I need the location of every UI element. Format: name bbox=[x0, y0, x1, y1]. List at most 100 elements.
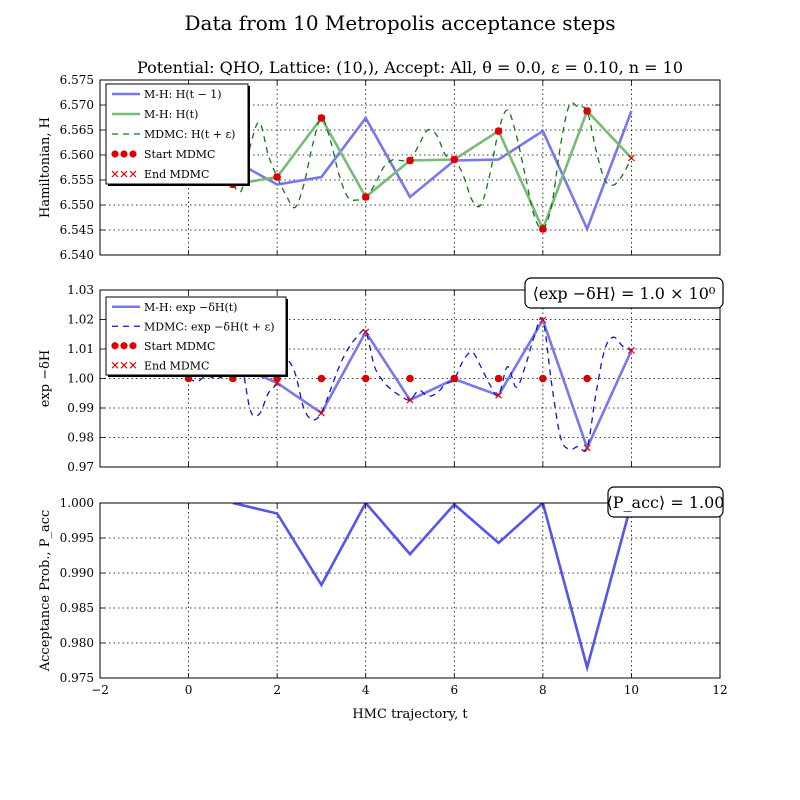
end-mdmc-marker bbox=[628, 347, 635, 354]
plot-area bbox=[232, 503, 633, 673]
series-m-h-exp-h-t- bbox=[232, 317, 633, 452]
y-tick-label: 0.99 bbox=[67, 401, 94, 415]
annotation-text: ⟨exp −δH⟩ = 1.0 × 10⁰ bbox=[533, 284, 716, 303]
end-mdmc-stroke bbox=[273, 173, 281, 181]
x-tick-label: 0 bbox=[185, 683, 193, 697]
legend-swatch bbox=[120, 170, 128, 178]
annotation-box bbox=[607, 486, 724, 518]
y-tick-label: 0.995 bbox=[60, 531, 94, 545]
end-mdmc-marker bbox=[628, 154, 635, 162]
end-mdmc-marker bbox=[273, 379, 281, 387]
end-mdmc-marker bbox=[539, 225, 547, 233]
y-tick-label: 6.570 bbox=[60, 98, 94, 112]
start-mdmc-marker bbox=[539, 374, 547, 383]
y-tick-label: 1.01 bbox=[67, 342, 94, 356]
legend-label: M-H: exp −δH(t) bbox=[144, 301, 237, 314]
series-m-h-h-t-1- bbox=[232, 110, 633, 233]
annotation-text: ⟨P_acc⟩ = 1.00 bbox=[607, 493, 725, 512]
stat-annotation: ⟨P_acc⟩ = 1.00 bbox=[607, 486, 725, 518]
axes-frame bbox=[99, 79, 721, 256]
legend-label: End MDMC bbox=[144, 359, 209, 372]
end-mdmc-marker bbox=[450, 156, 458, 163]
legend-swatch bbox=[111, 361, 119, 369]
legend-swatch bbox=[129, 361, 137, 369]
y-axis-label: Acceptance Prob., P_acc bbox=[38, 510, 53, 672]
end-mdmc-stroke bbox=[273, 379, 281, 387]
y-tick-label: 6.540 bbox=[60, 248, 94, 262]
legend-swatch bbox=[120, 342, 128, 350]
y-tick-label: 0.97 bbox=[67, 460, 94, 474]
y-tick-label: 6.565 bbox=[60, 123, 94, 137]
legend-swatch bbox=[129, 342, 137, 350]
x-tick-label: 4 bbox=[362, 683, 370, 697]
panel-exp-dh: 0.97 0.98 0.99 1.00 1.01 1.02 1.03 exp −δH M-H: … bbox=[38, 277, 724, 474]
x-tick-label: 2 bbox=[273, 683, 281, 697]
legend-label: M-H: H(t) bbox=[144, 108, 198, 121]
legend-swatch bbox=[111, 170, 119, 178]
end-mdmc-stroke bbox=[539, 316, 547, 324]
end-mdmc-stroke bbox=[406, 157, 414, 164]
x-tick-label: 10 bbox=[624, 683, 639, 697]
legend: M-H: H(t − 1) M-H: H(t) MDMC: H(t + ε) Star… bbox=[105, 83, 250, 186]
stat-annotation: ⟨exp −δH⟩ = 1.0 × 10⁰ bbox=[524, 277, 724, 309]
y-axis-label: Hamiltonian, H bbox=[38, 117, 53, 218]
y-tick-label: 1.02 bbox=[67, 313, 94, 327]
end-mdmc-stroke bbox=[583, 444, 591, 452]
end-mdmc-marker bbox=[362, 328, 370, 336]
end-mdmc-marker bbox=[362, 193, 370, 201]
x-tick-label: 8 bbox=[539, 683, 547, 697]
end-mdmc-marker bbox=[583, 107, 591, 115]
axes-frame bbox=[99, 502, 721, 679]
end-mdmc-stroke bbox=[318, 409, 325, 417]
y-tick-label: 6.545 bbox=[60, 223, 94, 237]
end-mdmc-stroke bbox=[362, 328, 370, 336]
y-tick-label: 6.575 bbox=[60, 73, 94, 87]
end-mdmc-marker bbox=[273, 173, 281, 181]
start-mdmc-marker bbox=[317, 374, 326, 383]
end-mdmc-marker bbox=[318, 409, 325, 417]
legend-label: Start MDMC bbox=[144, 340, 215, 353]
legend-label: M-H: H(t − 1) bbox=[144, 88, 222, 101]
end-mdmc-stroke bbox=[495, 391, 502, 399]
legend-box bbox=[105, 83, 249, 185]
series-m-h-h-t- bbox=[232, 108, 633, 233]
y-tick-label: 0.980 bbox=[60, 636, 94, 650]
end-mdmc-stroke bbox=[495, 127, 502, 135]
end-mdmc-stroke bbox=[583, 107, 591, 115]
series-mdmc-h-t- bbox=[232, 101, 633, 230]
end-mdmc-marker bbox=[539, 316, 547, 324]
legend-swatch bbox=[120, 361, 128, 369]
y-tick-label: 0.98 bbox=[67, 431, 94, 445]
x-axis-label: HMC trajectory, t bbox=[352, 707, 468, 722]
y-tick-label: 6.550 bbox=[60, 198, 94, 212]
end-mdmc-marker bbox=[406, 396, 414, 404]
legend-swatch bbox=[129, 170, 137, 178]
plot-area bbox=[188, 317, 633, 452]
legend-label: MDMC: exp −δH(t + ε) bbox=[144, 320, 275, 333]
start-mdmc-marker bbox=[583, 374, 591, 383]
end-mdmc-stroke bbox=[539, 225, 547, 233]
end-mdmc-stroke bbox=[406, 396, 414, 404]
legend-box bbox=[105, 296, 287, 376]
end-mdmc-stroke bbox=[318, 114, 325, 122]
y-tick-label: 0.985 bbox=[60, 601, 94, 615]
y-axis-label: exp −δH bbox=[38, 350, 53, 408]
end-mdmc-marker bbox=[406, 157, 414, 164]
series-p-acc bbox=[232, 503, 633, 673]
end-mdmc-marker bbox=[450, 375, 458, 383]
panel-acceptance: 0.975 0.980 0.985 0.990 0.995 1.000 −2 0 2 4 6 8 10 1… bbox=[38, 486, 728, 697]
start-mdmc-marker bbox=[494, 374, 503, 383]
legend-label: Start MDMC bbox=[144, 148, 215, 161]
legend-swatch bbox=[111, 150, 119, 158]
plot-area bbox=[232, 101, 633, 233]
legend: M-H: exp −δH(t) MDMC: exp −δH(t + ε) Start… bbox=[105, 296, 288, 377]
y-tick-label: 1.000 bbox=[60, 496, 94, 510]
end-mdmc-stroke bbox=[362, 193, 370, 201]
y-tick-label: 1.00 bbox=[67, 372, 94, 386]
annotation-box bbox=[524, 277, 724, 309]
chart-subtitle: Potential: QHO, Lattice: (10,), Accept: … bbox=[137, 58, 683, 77]
end-mdmc-stroke bbox=[450, 375, 458, 383]
y-tick-label: 6.555 bbox=[60, 173, 94, 187]
end-mdmc-marker bbox=[495, 391, 502, 399]
